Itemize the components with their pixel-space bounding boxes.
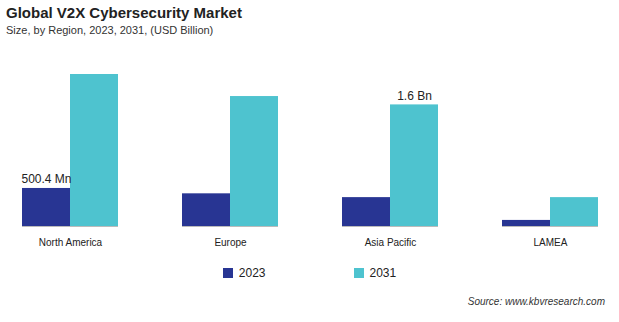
html-text:2023: 2023: [238, 266, 266, 280]
svg-text:Asia Pacific: Asia Pacific: [365, 237, 417, 248]
svg-text:North America: North America: [39, 237, 103, 248]
svg-text:500.4 Mn: 500.4 Mn: [21, 172, 71, 186]
html-text:Size, by Region, 2023, 2031, (: Size, by Region, 2023, 2031, (USD Billio…: [6, 24, 214, 36]
svg-text:1.6 Bn: 1.6 Bn: [397, 89, 432, 103]
svg-text:LAMEA: LAMEA: [534, 237, 568, 248]
html-text:2031: 2031: [369, 266, 397, 280]
html-text:Source: www.kbvresearch.com: Source: www.kbvresearch.com: [467, 296, 605, 307]
html-text:Global V2X Cybersecurity Marke: Global V2X Cybersecurity Market: [6, 4, 242, 21]
svg-text:Europe: Europe: [214, 237, 247, 248]
